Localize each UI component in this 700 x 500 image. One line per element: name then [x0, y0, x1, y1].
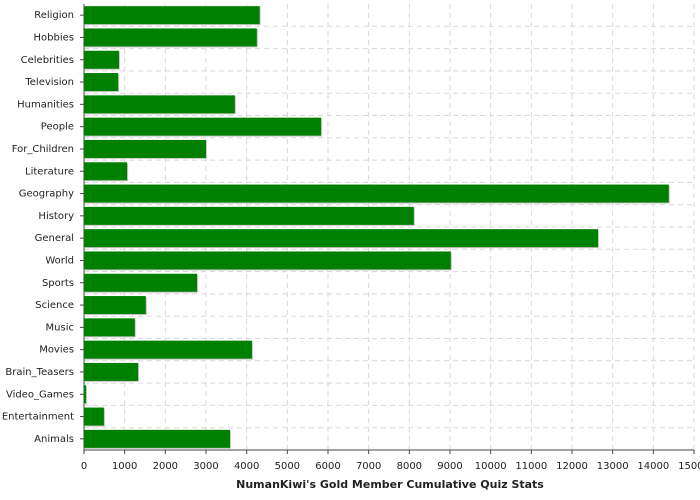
- x-axis-title: NumanKiwi's Gold Member Cumulative Quiz …: [236, 478, 544, 491]
- bar: [84, 407, 104, 426]
- bar: [84, 6, 260, 25]
- bar: [84, 385, 87, 404]
- y-tick-label: General: [35, 233, 74, 244]
- bar: [84, 229, 599, 248]
- x-tick-label: 9000: [437, 461, 462, 472]
- y-tick-label: People: [41, 122, 74, 133]
- y-tick-label: Brain_Teasers: [5, 367, 74, 378]
- x-tick-label: 0: [81, 461, 87, 472]
- y-tick-label: Celebrities: [21, 55, 74, 66]
- x-tick-label: 1000: [112, 461, 137, 472]
- bar: [84, 429, 230, 448]
- bar: [84, 73, 119, 92]
- y-tick-label: Literature: [25, 166, 74, 177]
- y-tick-label: Entertainment: [2, 412, 74, 423]
- bar: [84, 184, 669, 203]
- y-tick-label: For_Children: [12, 144, 74, 155]
- bar: [84, 95, 235, 114]
- bar: [84, 50, 119, 69]
- x-tick-label: 13000: [597, 461, 629, 472]
- y-tick-label: Hobbies: [34, 32, 74, 43]
- y-tick-label: Religion: [34, 10, 74, 21]
- bar: [84, 206, 414, 225]
- bar: [84, 273, 198, 292]
- x-tick-label: 3000: [193, 461, 218, 472]
- y-tick-label: Video_Games: [6, 389, 74, 400]
- bar: [84, 296, 146, 315]
- bar: [84, 251, 451, 270]
- x-tick-label: 14000: [637, 461, 669, 472]
- y-tick-label: Geography: [19, 189, 74, 200]
- x-tick-label: 12000: [556, 461, 588, 472]
- bar: [84, 318, 135, 337]
- y-tick-label: Science: [35, 300, 74, 311]
- x-tick-label: 5000: [275, 461, 300, 472]
- x-tick-label: 4000: [234, 461, 259, 472]
- x-tick-label: 10000: [475, 461, 507, 472]
- bar: [84, 362, 139, 381]
- y-tick-label: Television: [24, 77, 74, 88]
- y-tick-label: World: [45, 255, 74, 266]
- x-tick-label: 6000: [315, 461, 340, 472]
- bar: [84, 117, 322, 136]
- y-tick-label: Sports: [42, 278, 74, 289]
- bar: [84, 28, 257, 47]
- bar: [84, 139, 206, 158]
- bar: [84, 340, 252, 359]
- x-tick-label: 7000: [356, 461, 381, 472]
- x-tick-label: 11000: [515, 461, 547, 472]
- x-tick-label: 2000: [153, 461, 178, 472]
- y-tick-label: Animals: [34, 434, 74, 445]
- x-tick-label: 15000: [678, 461, 700, 472]
- y-tick-label: Humanities: [17, 99, 74, 110]
- y-tick-label: Movies: [39, 345, 74, 356]
- y-tick-label: History: [38, 211, 74, 222]
- bar: [84, 162, 128, 181]
- y-tick-label: Music: [46, 322, 74, 333]
- x-tick-label: 8000: [397, 461, 422, 472]
